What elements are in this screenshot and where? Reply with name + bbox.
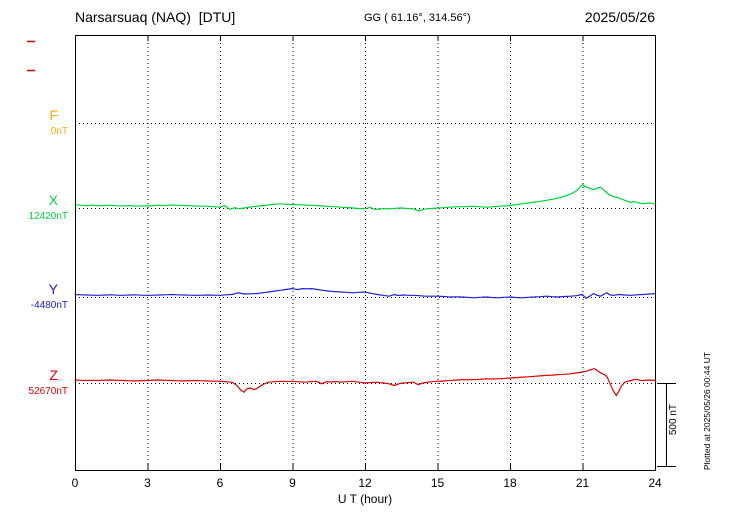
x-tick-label: 24 (648, 476, 662, 490)
component-baseline-Z: 52670nT (28, 386, 68, 397)
component-baseline-F: 0nT (50, 126, 68, 137)
x-tick-label: 6 (216, 476, 224, 490)
geographic-coords: GG ( 61.16°, 314.56°) (364, 12, 471, 24)
x-axis-title: U T (hour) (337, 492, 393, 506)
plotted-at-note: Plotted at 2025/05/26 00:44 UT (702, 352, 712, 471)
plot-frame (75, 35, 656, 471)
scale-bar-label: 500 nT (668, 404, 679, 436)
x-tick-label: 12 (358, 476, 372, 490)
station-title: Narsarsuaq (NAQ) [DTU] (75, 9, 236, 25)
x-tick-label: 18 (503, 476, 517, 490)
x-tick-label: 21 (575, 476, 590, 490)
component-letter-Z: Z (49, 367, 58, 383)
component-letter-X: X (48, 192, 58, 208)
trace-Y (74, 288, 656, 299)
component-letter-Y: Y (48, 281, 58, 297)
trace-Z (74, 368, 656, 397)
trace-X (74, 183, 656, 212)
x-tick-label: 9 (289, 476, 296, 490)
component-letter-F: F (49, 107, 58, 123)
x-tick-label: 15 (430, 476, 445, 490)
x-tick-label: 3 (144, 476, 151, 490)
plot-date: 2025/05/26 (584, 9, 655, 25)
component-baseline-Y: -4480nT (30, 300, 68, 311)
component-baseline-X: 12420nT (28, 211, 68, 222)
x-tick-label: 0 (71, 476, 79, 490)
